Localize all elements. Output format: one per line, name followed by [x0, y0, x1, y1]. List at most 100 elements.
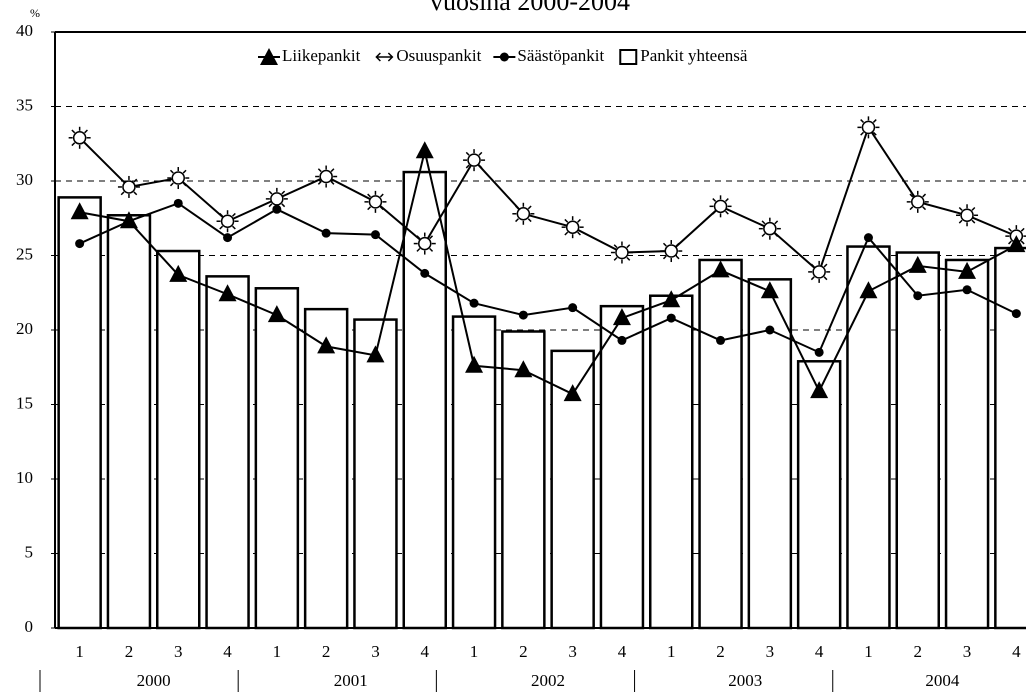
marker-part [416, 235, 421, 240]
x-tick-label: 1 [470, 642, 479, 661]
marker [810, 381, 829, 399]
marker-part [761, 220, 766, 225]
marker-part [71, 142, 76, 147]
marker [223, 233, 233, 243]
marker [364, 190, 387, 213]
marker-part [367, 193, 372, 198]
y-tick-label: 30 [16, 170, 33, 189]
marker-part [564, 231, 569, 236]
marker-part [861, 120, 876, 135]
marker-part [577, 231, 581, 236]
marker-part [418, 236, 432, 251]
marker [958, 261, 977, 279]
marker [260, 48, 278, 65]
marker-part [909, 206, 914, 211]
bar [846, 245, 891, 630]
marker [469, 298, 479, 308]
marker-part [960, 208, 974, 223]
marker-part [465, 164, 470, 169]
marker [660, 240, 683, 263]
marker [117, 175, 140, 198]
y-tick-label: 5 [25, 542, 34, 561]
marker [709, 195, 732, 218]
bar [254, 287, 300, 630]
marker-part [872, 131, 877, 136]
series-line [79, 202, 1017, 354]
marker [70, 202, 89, 220]
marker-part [527, 205, 532, 210]
x-tick-label: 4 [618, 642, 627, 661]
marker [218, 284, 237, 302]
marker-part [368, 195, 383, 209]
marker-part [1008, 227, 1012, 232]
marker-part [84, 142, 88, 147]
marker-part [810, 263, 815, 268]
marker [119, 211, 138, 229]
x-tick-label: 4 [1012, 642, 1021, 661]
marker [512, 202, 535, 225]
x-tick-label: 1 [75, 642, 84, 661]
marker-part [971, 206, 976, 211]
marker-part [367, 206, 372, 211]
marker [370, 230, 380, 240]
marker-part [911, 195, 925, 209]
bar [796, 360, 842, 630]
x-tick-label: 3 [174, 642, 183, 661]
marker [1011, 309, 1021, 319]
marker [514, 360, 533, 378]
x-tick-label: 4 [815, 642, 824, 661]
marker-part [860, 119, 865, 123]
marker-part [675, 242, 680, 247]
bar [944, 258, 990, 630]
marker-part [429, 235, 434, 240]
marker-part [171, 171, 185, 185]
marker [956, 204, 979, 227]
year-label: 2003 [728, 671, 762, 690]
marker-part [133, 191, 138, 196]
marker-part [268, 190, 273, 195]
x-tick-label: 2 [125, 642, 134, 661]
x-tick-label: 2 [716, 642, 725, 661]
marker-part [515, 205, 519, 210]
marker-part [664, 244, 678, 258]
marker-part [515, 218, 519, 223]
marker-part [231, 212, 236, 217]
marker-part [626, 244, 631, 249]
marker [499, 52, 509, 62]
marker-part [379, 193, 384, 198]
marker-part [169, 169, 174, 174]
marker-part [465, 151, 470, 156]
marker [906, 190, 929, 213]
marker-part [712, 198, 717, 202]
marker-part [122, 180, 136, 194]
marker-part [564, 218, 569, 223]
marker [814, 347, 824, 357]
y-tick-label: 15 [16, 393, 33, 412]
x-tick-label: 4 [223, 642, 232, 661]
legend-label: Pankit yhteensä [640, 46, 748, 65]
marker [75, 239, 85, 249]
marker-part [270, 192, 284, 206]
marker [420, 268, 430, 278]
x-tick-label: 1 [667, 642, 676, 661]
marker-part [823, 276, 828, 281]
marker-part [71, 129, 76, 134]
bar [599, 304, 645, 630]
marker [716, 335, 726, 345]
marker-part [1020, 227, 1025, 232]
marker-part [120, 178, 125, 183]
marker-part [527, 218, 532, 223]
marker [267, 305, 286, 323]
marker [859, 281, 878, 299]
marker [415, 141, 434, 159]
marker [1007, 235, 1026, 253]
x-tick-label: 2 [914, 642, 923, 661]
year-label: 2004 [925, 671, 960, 690]
x-tick-label: 2 [322, 642, 331, 661]
marker [568, 303, 578, 313]
marker-part [478, 164, 483, 169]
bar [353, 318, 398, 630]
marker-part [626, 256, 631, 261]
marker [908, 255, 927, 273]
